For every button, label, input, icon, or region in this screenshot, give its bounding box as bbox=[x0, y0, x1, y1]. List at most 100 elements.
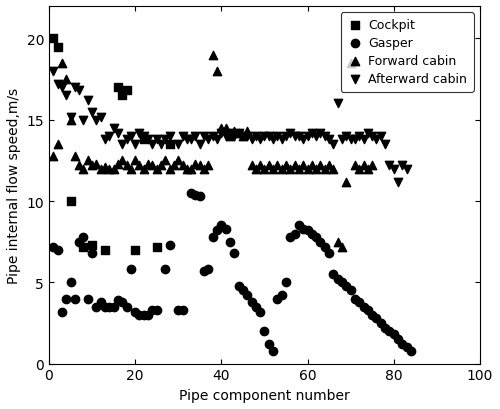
Afterward cabin bbox=[152, 137, 160, 143]
Forward cabin bbox=[208, 52, 216, 59]
Afterward cabin bbox=[187, 137, 195, 143]
Afterward cabin bbox=[398, 163, 406, 169]
Afterward cabin bbox=[243, 133, 251, 140]
Gasper bbox=[208, 234, 216, 240]
Afterward cabin bbox=[192, 133, 200, 140]
Cockpit bbox=[140, 137, 148, 143]
Afterward cabin bbox=[256, 137, 264, 143]
Forward cabin bbox=[368, 163, 376, 169]
Afterward cabin bbox=[355, 133, 363, 140]
Afterward cabin bbox=[174, 142, 182, 148]
Forward cabin bbox=[118, 158, 126, 164]
Gasper bbox=[127, 266, 135, 273]
Forward cabin bbox=[264, 163, 272, 169]
Forward cabin bbox=[218, 125, 226, 132]
Forward cabin bbox=[200, 166, 208, 172]
Gasper bbox=[50, 244, 58, 250]
Afterward cabin bbox=[239, 133, 247, 140]
Gasper bbox=[192, 192, 200, 198]
X-axis label: Pipe component number: Pipe component number bbox=[179, 388, 350, 402]
Afterward cabin bbox=[222, 133, 230, 140]
Afterward cabin bbox=[330, 142, 338, 148]
Forward cabin bbox=[260, 166, 268, 172]
Afterward cabin bbox=[346, 137, 354, 143]
Gasper bbox=[101, 304, 109, 310]
Afterward cabin bbox=[372, 137, 380, 143]
Gasper bbox=[200, 268, 208, 274]
Afterward cabin bbox=[264, 133, 272, 140]
Afterward cabin bbox=[114, 130, 122, 137]
Gasper bbox=[360, 304, 368, 310]
Gasper bbox=[274, 296, 281, 302]
Forward cabin bbox=[96, 166, 104, 172]
Cockpit bbox=[101, 247, 109, 254]
Cockpit bbox=[131, 247, 139, 254]
Gasper bbox=[239, 288, 247, 294]
Afterward cabin bbox=[122, 137, 130, 143]
Forward cabin bbox=[106, 166, 114, 172]
Gasper bbox=[316, 239, 324, 245]
Forward cabin bbox=[295, 166, 303, 172]
Afterward cabin bbox=[75, 88, 83, 94]
Forward cabin bbox=[304, 166, 312, 172]
Forward cabin bbox=[248, 163, 256, 169]
Afterward cabin bbox=[196, 142, 204, 148]
Afterward cabin bbox=[316, 130, 324, 137]
Forward cabin bbox=[50, 153, 58, 160]
Forward cabin bbox=[58, 61, 66, 67]
Gasper bbox=[402, 344, 410, 351]
Afterward cabin bbox=[106, 133, 114, 140]
Forward cabin bbox=[183, 166, 191, 172]
Gasper bbox=[364, 307, 372, 313]
Y-axis label: Pipe internal flow speed,m/s: Pipe internal flow speed,m/s bbox=[7, 88, 21, 283]
Afterward cabin bbox=[178, 133, 186, 140]
Afterward cabin bbox=[386, 163, 394, 169]
Afterward cabin bbox=[208, 133, 216, 140]
Cockpit bbox=[66, 198, 74, 205]
Gasper bbox=[178, 307, 186, 313]
Afterward cabin bbox=[88, 109, 96, 116]
Cockpit bbox=[122, 88, 130, 94]
Gasper bbox=[234, 283, 242, 289]
Forward cabin bbox=[256, 163, 264, 169]
Afterward cabin bbox=[321, 133, 329, 140]
Gasper bbox=[355, 299, 363, 306]
Gasper bbox=[398, 341, 406, 348]
Gasper bbox=[286, 234, 294, 240]
Afterward cabin bbox=[157, 142, 165, 148]
Afterward cabin bbox=[274, 133, 281, 140]
Gasper bbox=[54, 247, 62, 254]
Afterward cabin bbox=[230, 133, 238, 140]
Forward cabin bbox=[364, 166, 372, 172]
Forward cabin bbox=[269, 166, 277, 172]
Afterward cabin bbox=[136, 130, 143, 137]
Afterward cabin bbox=[334, 101, 342, 108]
Forward cabin bbox=[286, 166, 294, 172]
Gasper bbox=[222, 226, 230, 232]
Afterward cabin bbox=[338, 137, 346, 143]
Gasper bbox=[248, 299, 256, 306]
Afterward cabin bbox=[62, 93, 70, 99]
Afterward cabin bbox=[390, 166, 398, 172]
Gasper bbox=[295, 222, 303, 229]
Afterward cabin bbox=[148, 142, 156, 148]
Gasper bbox=[166, 242, 173, 249]
Afterward cabin bbox=[118, 142, 126, 148]
Afterward cabin bbox=[342, 133, 350, 140]
Gasper bbox=[342, 283, 350, 289]
Forward cabin bbox=[127, 166, 135, 172]
Afterward cabin bbox=[351, 137, 359, 143]
Gasper bbox=[407, 348, 415, 354]
Gasper bbox=[230, 250, 238, 257]
Afterward cabin bbox=[402, 166, 410, 172]
Gasper bbox=[110, 304, 118, 310]
Afterward cabin bbox=[299, 137, 307, 143]
Afterward cabin bbox=[54, 81, 62, 88]
Afterward cabin bbox=[282, 133, 290, 140]
Afterward cabin bbox=[131, 142, 139, 148]
Gasper bbox=[346, 288, 354, 294]
Gasper bbox=[58, 308, 66, 315]
Forward cabin bbox=[213, 69, 221, 75]
Afterward cabin bbox=[286, 130, 294, 137]
Forward cabin bbox=[170, 163, 178, 169]
